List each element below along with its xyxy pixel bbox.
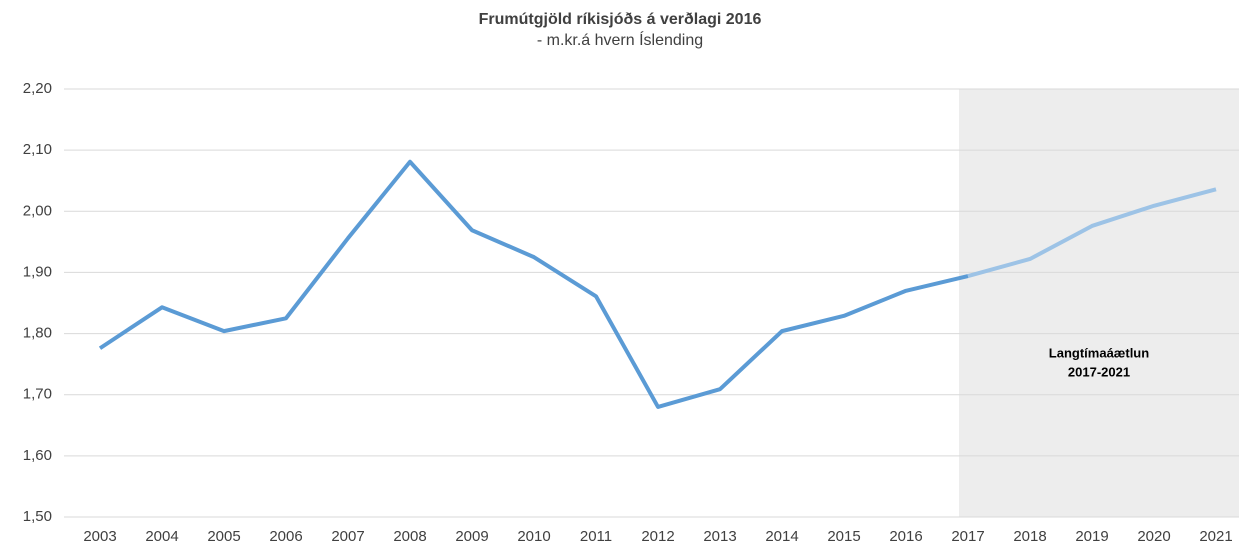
y-tick-label: 1,80 <box>23 325 52 342</box>
x-tick-label: 2011 <box>580 528 612 545</box>
x-tick-label: 2005 <box>207 528 240 545</box>
x-tick-label: 2014 <box>765 528 798 545</box>
x-tick-label: 2016 <box>889 528 922 545</box>
y-tick-label: 1,60 <box>23 447 52 464</box>
region-label: 2017-2021 <box>1068 364 1130 379</box>
region-label: Langtímaáætlun <box>1049 345 1149 360</box>
y-tick-label: 1,50 <box>23 508 52 525</box>
x-tick-label: 2013 <box>703 528 736 545</box>
line-series <box>98 159 969 409</box>
x-tick-label: 2003 <box>83 528 116 545</box>
background <box>959 89 1239 517</box>
x-tick-label: 2012 <box>641 528 674 545</box>
x-tick-label: 2017 <box>951 528 984 545</box>
x-tick-label: 2019 <box>1075 528 1108 545</box>
chart-subtitle: - m.kr.á hvern Íslending <box>537 30 703 49</box>
x-tick-label: 2008 <box>393 528 426 545</box>
x-tick-label: 2021 <box>1199 528 1232 545</box>
y-tick-label: 2,00 <box>23 202 52 219</box>
x-tick-label: 2015 <box>827 528 860 545</box>
y-tick-label: 2,20 <box>23 80 52 97</box>
x-tick-label: 2020 <box>1137 528 1170 545</box>
x-tick-label: 2009 <box>455 528 488 545</box>
x-tick-label: 2018 <box>1013 528 1046 545</box>
y-tick-label: 2,10 <box>23 141 52 158</box>
chart-title: Frumútgjöld ríkisjóðs á verðlagi 2016 <box>479 11 762 28</box>
x-tick-label: 2004 <box>145 528 178 545</box>
x-tick-label: 2007 <box>331 528 364 545</box>
forecast-region <box>959 89 1239 517</box>
line-series <box>967 187 1217 279</box>
x-tick-label: 2006 <box>269 528 302 545</box>
y-tick-label: 1,70 <box>23 386 52 403</box>
y-tick-label: 1,90 <box>23 263 52 280</box>
x-tick-label: 2010 <box>517 528 550 545</box>
